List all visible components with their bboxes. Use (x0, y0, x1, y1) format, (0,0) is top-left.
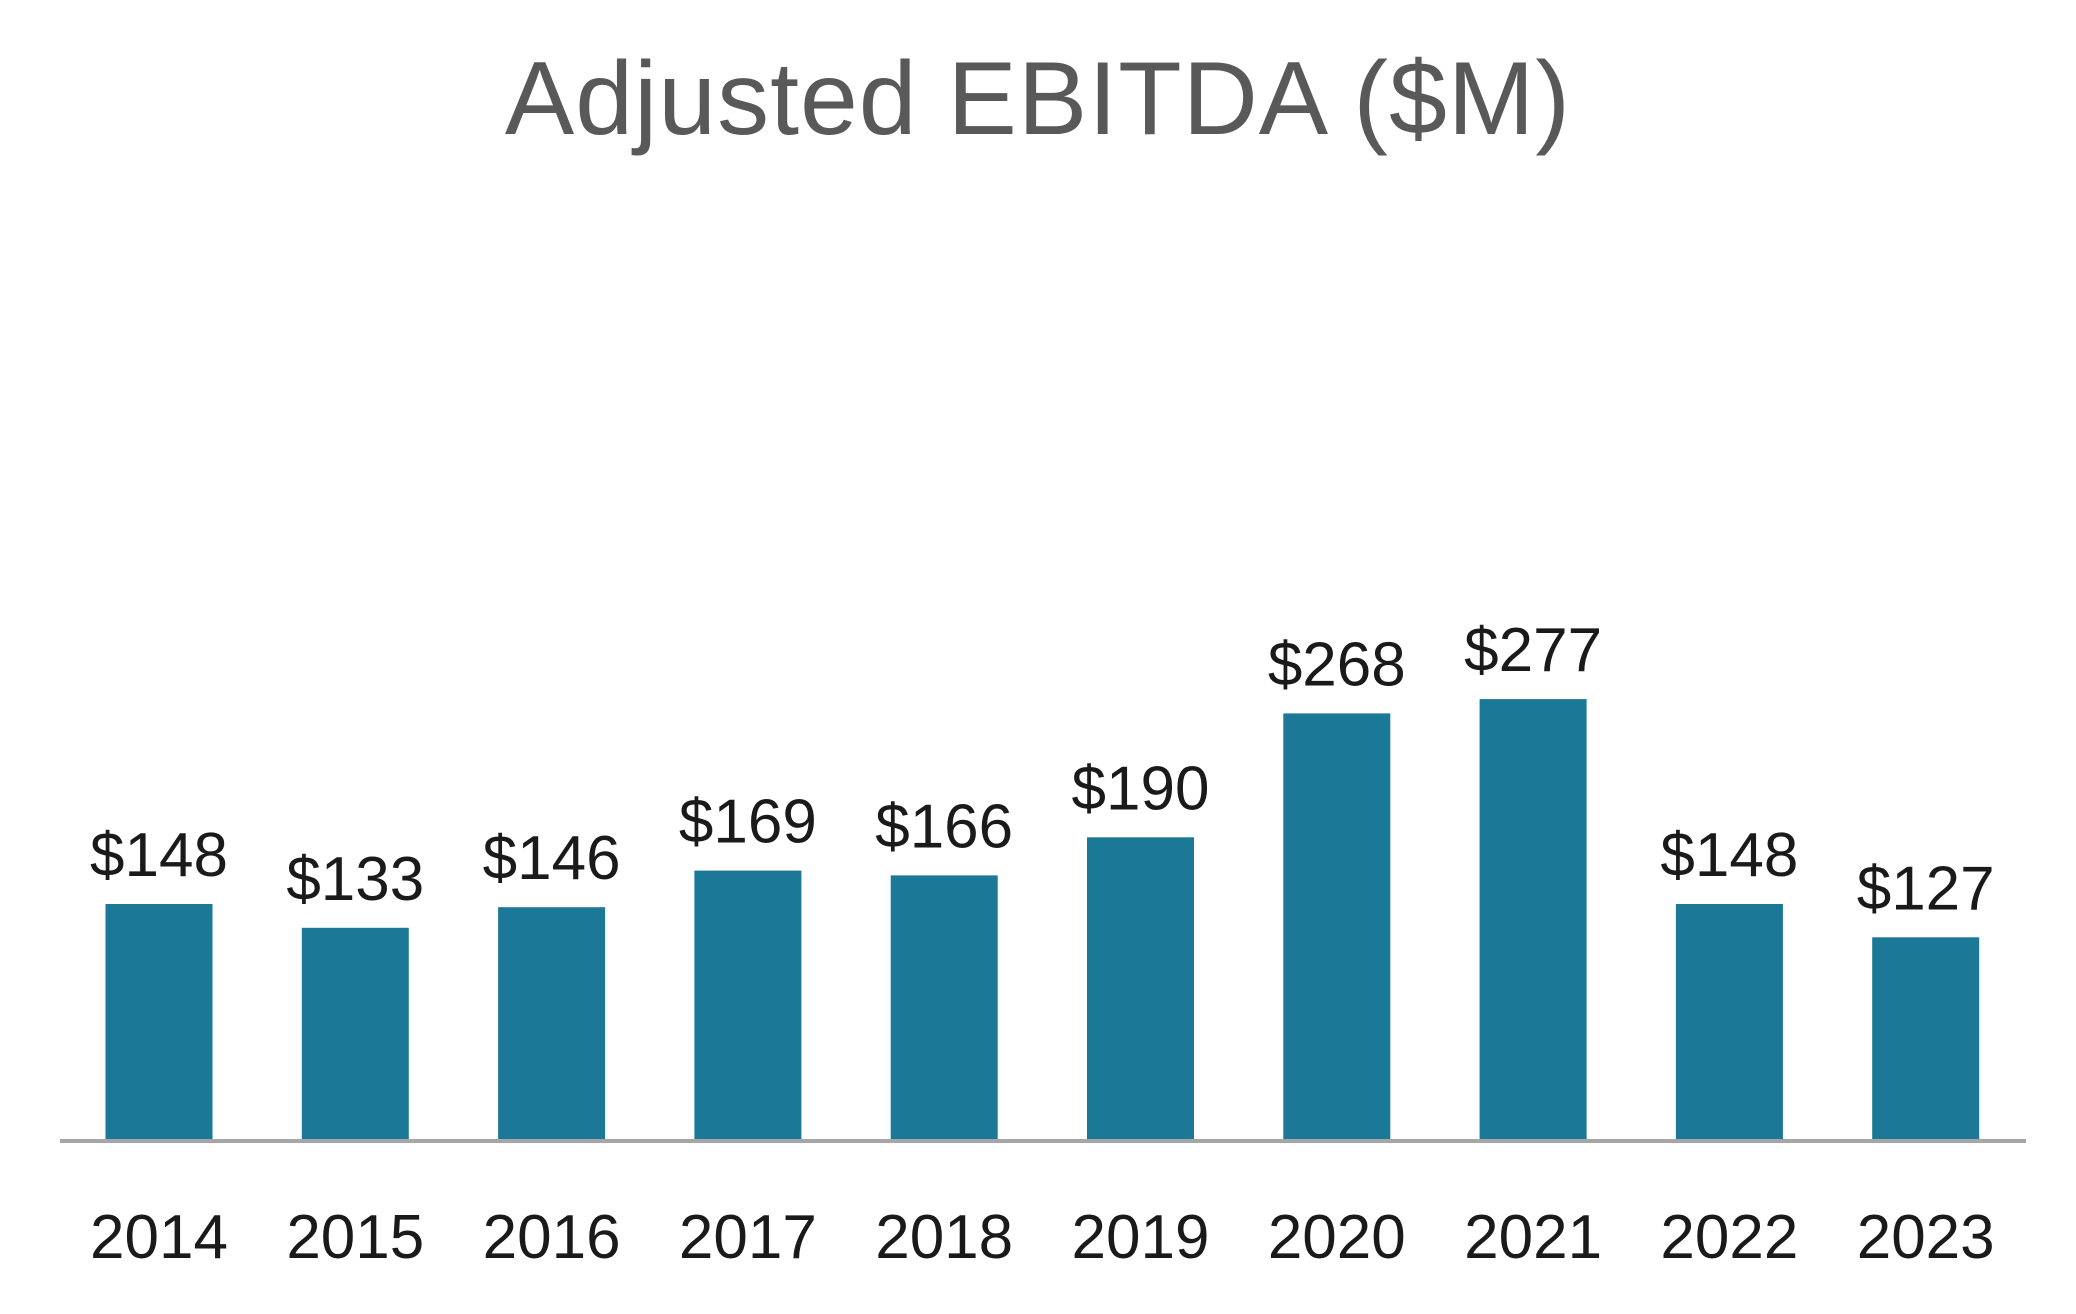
x-tick-label-2017: 2017 (679, 1203, 817, 1272)
chart-title: Adjusted EBITDA ($M) (504, 41, 1572, 157)
x-tick-label-2018: 2018 (875, 1203, 1013, 1272)
bars-group (105, 699, 1980, 1139)
data-label-2014: $148 (90, 821, 228, 890)
data-labels-group: $148 $133 $146 $169 $166 $190 $268 $277 $148 $127 (90, 616, 1995, 923)
x-tick-label-2016: 2016 (483, 1203, 621, 1272)
bar-2018 (890, 875, 998, 1139)
bar-2023 (1872, 937, 1980, 1139)
x-tick-labels-group: 2014 2015 2016 2017 2018 2019 2020 2021 2022 2023 (90, 1203, 1995, 1272)
bar-2021 (1479, 699, 1587, 1139)
data-label-2016: $146 (483, 824, 621, 893)
bar-2014 (105, 904, 213, 1139)
x-tick-label-2020: 2020 (1268, 1203, 1406, 1272)
x-tick-label-2019: 2019 (1072, 1203, 1210, 1272)
data-label-2018: $166 (875, 792, 1013, 861)
bar-2022 (1675, 904, 1783, 1139)
data-label-2023: $127 (1857, 854, 1995, 923)
x-tick-label-2023: 2023 (1857, 1203, 1995, 1272)
x-tick-label-2021: 2021 (1464, 1203, 1602, 1272)
data-label-2022: $148 (1660, 821, 1798, 890)
x-tick-label-2014: 2014 (90, 1203, 228, 1272)
x-tick-label-2022: 2022 (1660, 1203, 1798, 1272)
bar-2016 (498, 907, 606, 1139)
data-label-2015: $133 (286, 845, 424, 914)
data-label-2019: $190 (1072, 754, 1210, 823)
bar-2017 (694, 870, 802, 1139)
bar-2019 (1087, 837, 1194, 1139)
bar-2020 (1283, 713, 1391, 1139)
bar-2015 (301, 927, 409, 1139)
x-tick-label-2015: 2015 (286, 1203, 424, 1272)
data-label-2021: $277 (1464, 616, 1602, 685)
data-label-2020: $268 (1268, 630, 1406, 699)
data-label-2017: $169 (679, 788, 817, 857)
